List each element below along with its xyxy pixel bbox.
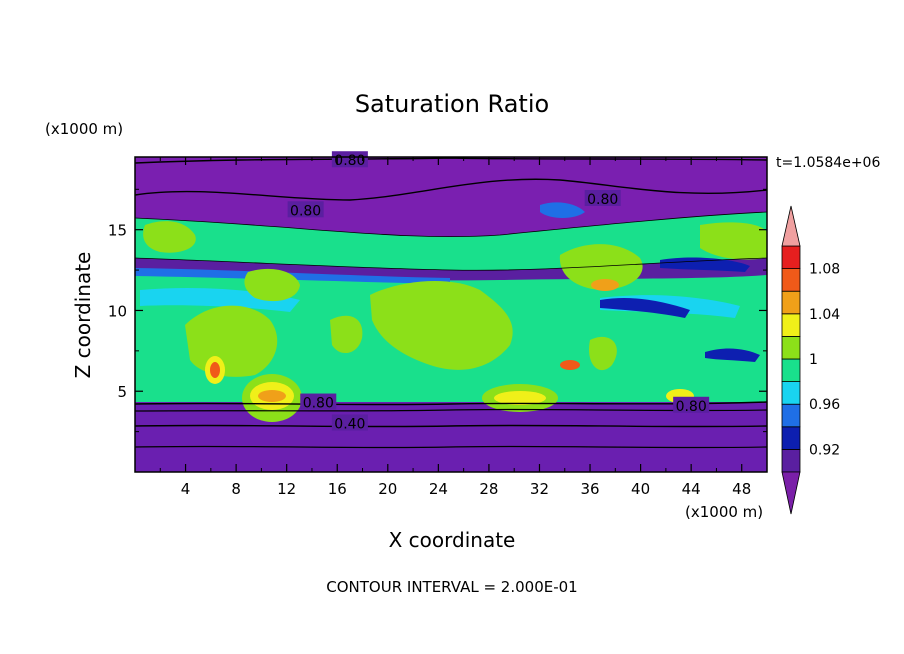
contour-label-bg [331, 151, 368, 168]
contour-line-3 [135, 401, 767, 406]
x-tick-label: 32 [530, 480, 549, 498]
contour-labels: 0.800.800.800.80 0.800.40 [287, 151, 710, 433]
colorbar-segment [781, 268, 801, 292]
cloud-patch-2 [244, 268, 300, 302]
y-unit-label: (x1000 m) [45, 120, 123, 138]
contour-label-bg [287, 201, 324, 218]
y-tick-label: 5 [117, 383, 127, 401]
x-tick-label: 8 [231, 480, 241, 498]
contour-label-bg [331, 414, 368, 431]
colorbar-segment [781, 290, 801, 315]
cloud-patch-6 [330, 315, 363, 354]
colorbar-segment [781, 358, 801, 383]
colorbar-tick-label: 1.08 [809, 262, 840, 278]
x-tick-label: 40 [631, 480, 650, 498]
y-axis-ticks: 5 10 15 [108, 188, 767, 433]
colorbar-under-arrow [781, 471, 801, 515]
contour-line-2 [135, 178, 767, 201]
cloud-patch-3 [370, 280, 513, 370]
contour-label: 0.80 [303, 396, 334, 412]
contour-label: 0.80 [334, 153, 365, 169]
cloud-patch-7 [589, 336, 617, 371]
x-tick-label: 12 [277, 480, 296, 498]
x-axis-ticks: 4 8 12 16 20 24 28 32 36 40 44 48 [159, 157, 751, 498]
colorbar-segment [781, 245, 801, 270]
contour-line-8 [135, 211, 767, 238]
contour-line-5 [135, 424, 767, 428]
y-tick-label: 10 [108, 302, 127, 320]
cell-6 [560, 360, 580, 370]
blue-streak-1 [600, 298, 690, 318]
y-axis-label: Z coordinate [71, 252, 95, 379]
colorbar-segment [781, 448, 801, 473]
contour-interval-label: CONTOUR INTERVAL = 2.000E-01 [326, 578, 577, 596]
cell-2-core [494, 391, 546, 405]
x-tick-label: 28 [479, 480, 498, 498]
colorbar-tick-label: 1.04 [809, 307, 840, 323]
x-axis-label: X coordinate [389, 528, 516, 552]
lower-dry-layer [135, 402, 767, 472]
x-tick-label: 4 [181, 480, 191, 498]
x-tick-label: 36 [580, 480, 599, 498]
cell-4 [591, 279, 619, 291]
colorbar-tick-label: 1 [809, 352, 818, 368]
cell-3-core [210, 362, 220, 378]
x-tick-label: 48 [732, 480, 751, 498]
time-label: t=1.0584e+06 [776, 155, 880, 171]
cloud-patch-5 [559, 244, 643, 290]
y-tick-label: 15 [108, 222, 127, 240]
colorbar-over-arrow [781, 205, 801, 247]
colorbar-segment [781, 426, 801, 450]
contour-field [135, 157, 767, 472]
colorbar: 0.92 0.96 1 1.04 1.08 [781, 205, 840, 515]
contour-line-6 [135, 445, 767, 449]
blue-streak-3 [660, 257, 750, 272]
x-unit-label: (x1000 m) [685, 503, 763, 521]
contour-line-1 [135, 157, 767, 164]
contour-line-4 [135, 408, 767, 412]
x-tick-label: 16 [328, 480, 347, 498]
colorbar-segment [781, 403, 801, 428]
contour-label-bg [300, 393, 337, 410]
colorbar-segment [781, 313, 801, 337]
contour-label: 0.80 [587, 192, 618, 208]
cloud-patch-8 [700, 222, 767, 260]
chart-title: Saturation Ratio [355, 90, 549, 118]
x-tick-label: 24 [429, 480, 448, 498]
colorbar-tick-label: 0.92 [809, 442, 840, 458]
contour-label: 0.40 [334, 417, 365, 433]
blue-streak-2 [540, 202, 585, 218]
x-tick-label: 20 [378, 480, 397, 498]
contour-label-bg [584, 190, 621, 206]
x-tick-label: 44 [682, 480, 701, 498]
cloud-patch-1 [143, 221, 196, 253]
contour-label-bg [673, 396, 710, 413]
contour-label: 0.80 [290, 203, 321, 219]
colorbar-tick-label: 0.96 [809, 397, 840, 413]
plot-frame [134, 156, 768, 473]
colorbar-segment [781, 381, 801, 405]
blue-streak-4 [705, 348, 760, 362]
cell-1-core [258, 390, 286, 402]
cloud-patch-4 [185, 305, 278, 377]
contour-line-7 [135, 257, 767, 271]
colorbar-segment [781, 335, 801, 360]
contour-label: 0.80 [676, 399, 707, 415]
